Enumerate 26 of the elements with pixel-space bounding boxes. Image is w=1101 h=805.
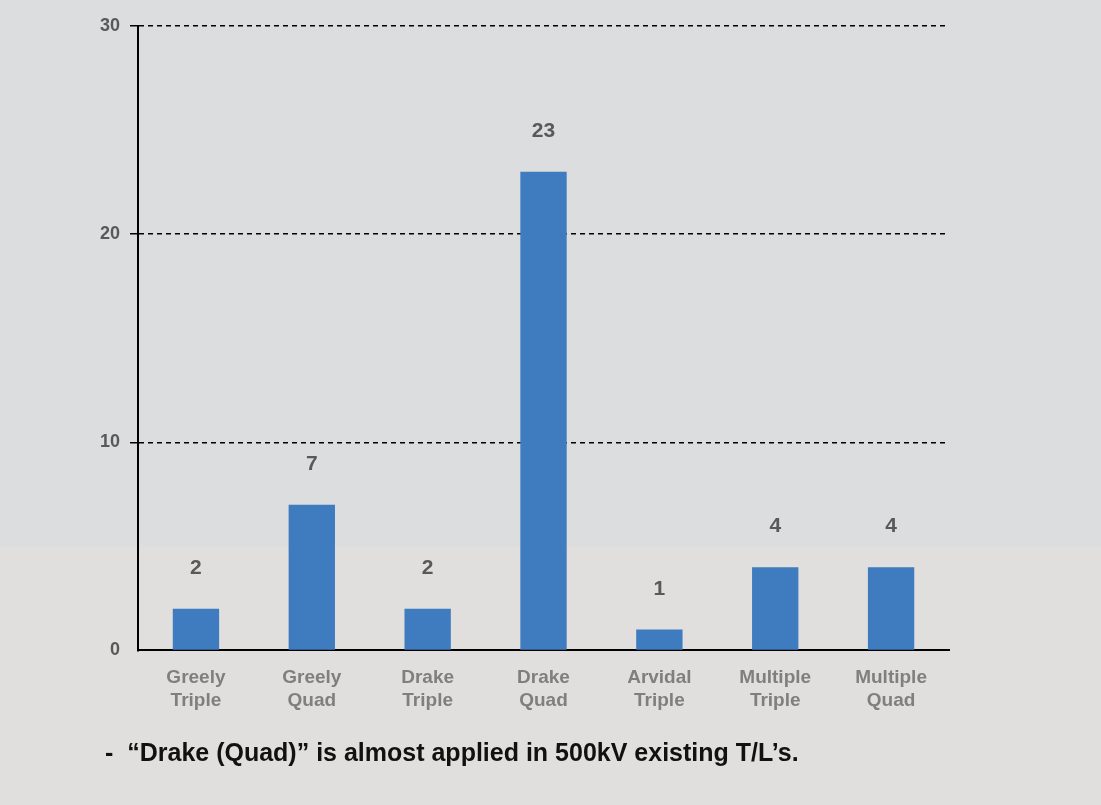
y-tick-label: 0 xyxy=(110,639,121,660)
bar xyxy=(867,567,915,650)
text: - “Drake (Quad)” is almost applied in 500kV existing T/L’s. xyxy=(105,738,799,767)
x-tick-label: Arvidal Triple xyxy=(627,666,692,710)
y-tick-label: 20 xyxy=(99,223,121,244)
y-tick-label: 10 xyxy=(99,431,121,452)
x-tick-label: Multiple Quad xyxy=(855,666,927,710)
data-label: 1 xyxy=(653,575,666,599)
bar xyxy=(520,171,567,650)
bar xyxy=(636,629,683,650)
bar xyxy=(752,567,799,650)
data-label: 4 xyxy=(769,513,782,537)
data-label: 23 xyxy=(531,117,556,141)
bar xyxy=(404,608,451,650)
data-label: 4 xyxy=(885,513,898,537)
bar xyxy=(172,608,220,650)
x-tick-label: Drake Quad xyxy=(517,666,570,710)
data-label: 7 xyxy=(305,451,318,474)
x-tick-label: Multiple Triple xyxy=(739,666,812,710)
bar xyxy=(288,504,335,650)
x-tick-label: Drake Triple xyxy=(401,666,455,710)
data-label: 2 xyxy=(421,555,434,579)
data-label: 2 xyxy=(190,555,202,579)
y-tick-label: 30 xyxy=(99,14,121,35)
x-tick-label: Greely Quad xyxy=(282,666,342,710)
x-tick-label: Greely Triple xyxy=(166,666,226,710)
